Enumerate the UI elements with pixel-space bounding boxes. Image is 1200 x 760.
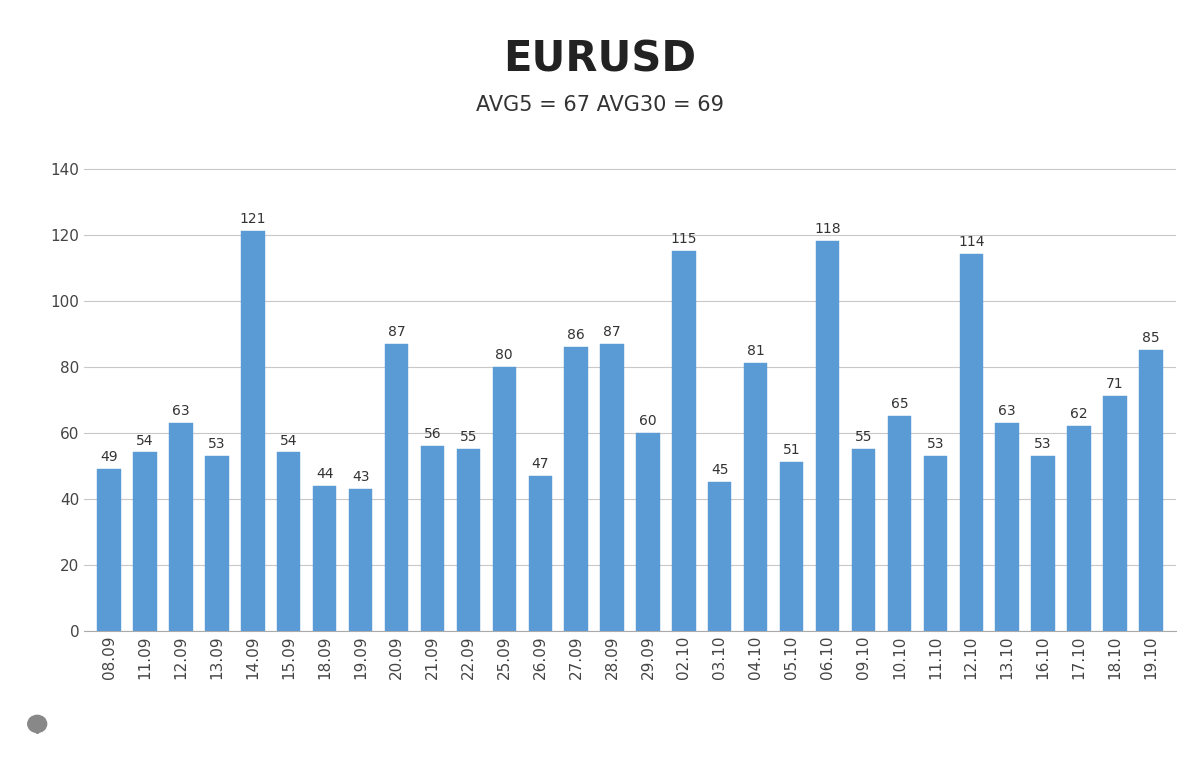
Bar <box>888 416 911 631</box>
Text: 60: 60 <box>640 413 656 428</box>
Circle shape <box>13 719 25 730</box>
Bar <box>708 482 732 631</box>
Text: 43: 43 <box>352 470 370 484</box>
Text: 81: 81 <box>746 344 764 359</box>
Bar <box>277 452 300 631</box>
Bar <box>852 449 875 631</box>
Bar <box>133 452 157 631</box>
Bar <box>816 241 839 631</box>
Bar <box>924 456 947 631</box>
Bar <box>493 366 516 631</box>
Text: 87: 87 <box>388 325 406 338</box>
Circle shape <box>31 735 43 746</box>
Bar <box>996 423 1019 631</box>
Circle shape <box>49 719 61 730</box>
Text: AVG5 = 67 AVG30 = 69: AVG5 = 67 AVG30 = 69 <box>476 95 724 115</box>
Text: 65: 65 <box>890 397 908 411</box>
Bar <box>313 486 336 631</box>
Text: 80: 80 <box>496 347 514 362</box>
Text: 55: 55 <box>460 430 478 445</box>
Bar <box>241 231 264 631</box>
Text: 85: 85 <box>1142 331 1159 345</box>
Text: 55: 55 <box>854 430 872 445</box>
Text: 45: 45 <box>712 464 728 477</box>
Bar <box>1103 397 1127 631</box>
Text: 53: 53 <box>926 437 944 451</box>
Text: 86: 86 <box>568 328 584 342</box>
Text: Instant Forex Trading: Instant Forex Trading <box>73 732 182 743</box>
Bar <box>169 423 193 631</box>
Circle shape <box>18 707 56 741</box>
Bar <box>457 449 480 631</box>
Bar <box>205 456 228 631</box>
Text: 121: 121 <box>240 212 266 226</box>
Text: 54: 54 <box>280 433 298 448</box>
Bar <box>1067 426 1091 631</box>
Bar <box>349 489 372 631</box>
Text: 118: 118 <box>815 222 841 236</box>
Bar <box>1032 456 1055 631</box>
Bar <box>600 344 624 631</box>
Text: 63: 63 <box>998 404 1016 418</box>
Bar <box>744 363 767 631</box>
Circle shape <box>19 730 30 741</box>
Text: 49: 49 <box>101 450 118 464</box>
Text: 56: 56 <box>424 427 442 441</box>
Bar <box>421 446 444 631</box>
Bar <box>780 462 803 631</box>
Circle shape <box>44 730 55 741</box>
Bar <box>1139 350 1163 631</box>
Text: 51: 51 <box>782 443 800 458</box>
Text: 53: 53 <box>1034 437 1052 451</box>
Circle shape <box>19 707 30 717</box>
Bar <box>564 347 588 631</box>
Text: 71: 71 <box>1106 378 1123 391</box>
Text: 54: 54 <box>137 433 154 448</box>
Text: 44: 44 <box>316 467 334 480</box>
Text: 115: 115 <box>671 232 697 246</box>
Bar <box>672 251 696 631</box>
Bar <box>528 476 552 631</box>
Circle shape <box>28 715 47 733</box>
Bar <box>636 432 660 631</box>
Text: 114: 114 <box>958 236 984 249</box>
Text: EURUSD: EURUSD <box>504 38 696 80</box>
Text: 62: 62 <box>1070 407 1088 421</box>
Text: 47: 47 <box>532 457 548 470</box>
Text: instaforex: instaforex <box>84 710 172 725</box>
Text: 63: 63 <box>172 404 190 418</box>
Text: 53: 53 <box>208 437 226 451</box>
Circle shape <box>31 702 43 713</box>
Bar <box>385 344 408 631</box>
Text: 87: 87 <box>604 325 620 338</box>
Bar <box>960 255 983 631</box>
Bar <box>97 469 121 631</box>
Circle shape <box>44 707 55 717</box>
